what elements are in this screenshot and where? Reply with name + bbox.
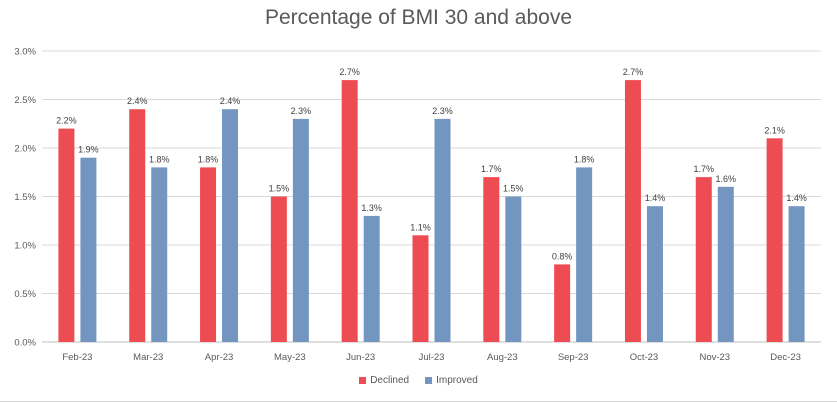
data-label: 2.3%: [291, 106, 312, 116]
bar-improved: [292, 118, 309, 343]
data-label: 2.2%: [56, 116, 77, 126]
data-label: 1.5%: [269, 184, 290, 194]
bar-improved: [788, 206, 805, 342]
y-tick-label: 3.0%: [14, 47, 36, 58]
x-tick-label: Jun-23: [346, 352, 375, 363]
y-tick-label: 1.5%: [14, 192, 36, 203]
data-label: 1.7%: [694, 164, 715, 174]
data-label: 1.1%: [410, 222, 431, 232]
bar-declined: [695, 177, 712, 342]
data-label: 1.6%: [716, 174, 737, 184]
data-label: 1.5%: [503, 184, 524, 194]
bar-declined: [341, 80, 358, 342]
bar-improved: [80, 157, 97, 342]
bar-improved: [717, 186, 734, 342]
data-label: 2.4%: [127, 96, 148, 106]
data-label: 2.7%: [339, 67, 360, 77]
data-label: 0.8%: [552, 251, 573, 261]
data-label: 2.3%: [432, 106, 453, 116]
bar-improved: [576, 167, 593, 342]
x-tick-label: Oct-23: [630, 352, 659, 363]
data-label: 1.3%: [361, 203, 382, 213]
bar-improved: [363, 215, 380, 342]
chart-title: Percentage of BMI 30 and above: [264, 6, 573, 29]
bar-declined: [766, 138, 783, 342]
legend: Declined Improved: [0, 375, 837, 386]
data-label: 1.7%: [481, 164, 502, 174]
data-label: 1.8%: [149, 154, 170, 164]
x-tick-label: Jul-23: [419, 352, 445, 363]
data-label: 1.9%: [78, 145, 99, 155]
bar-declined: [129, 109, 146, 342]
bar-improved: [434, 118, 451, 343]
y-tick-label: 0.0%: [14, 338, 36, 349]
x-tick-label: May-23: [274, 352, 306, 363]
data-label: 2.7%: [623, 67, 644, 77]
bar-declined: [270, 196, 287, 342]
x-tick-label: Mar-23: [133, 352, 163, 363]
bar-declined: [483, 177, 500, 342]
y-tick-label: 0.5%: [14, 289, 36, 300]
legend-item-improved: Improved: [425, 375, 478, 386]
bar-declined: [624, 80, 641, 342]
legend-swatch-declined: [359, 377, 367, 384]
bar-improved: [151, 167, 168, 342]
legend-item-declined: Declined: [359, 375, 409, 386]
bar-improved: [505, 196, 522, 342]
bar-declined: [200, 167, 217, 342]
data-label: 2.4%: [220, 96, 241, 106]
data-label: 2.1%: [764, 125, 785, 135]
bar-declined: [412, 235, 429, 342]
x-tick-label: Aug-23: [487, 352, 518, 363]
data-label: 1.8%: [198, 154, 219, 164]
x-tick-label: Nov-23: [699, 352, 730, 363]
data-label: 1.4%: [645, 193, 666, 203]
bar-declined: [58, 128, 75, 342]
bar-improved: [646, 206, 663, 342]
data-label: 1.8%: [574, 154, 595, 164]
legend-label-improved: Improved: [436, 375, 478, 386]
data-label: 1.4%: [786, 193, 807, 203]
bar-declined: [554, 264, 571, 342]
y-tick-label: 2.0%: [14, 144, 36, 155]
legend-label-declined: Declined: [370, 375, 410, 386]
y-tick-label: 2.5%: [14, 95, 36, 106]
x-tick-label: Sep-23: [558, 352, 589, 363]
bar-improved: [222, 109, 239, 342]
legend-swatch-improved: [425, 377, 433, 384]
y-tick-label: 1.0%: [14, 241, 36, 252]
x-tick-label: Apr-23: [205, 352, 234, 363]
x-tick-label: Dec-23: [770, 352, 801, 363]
x-tick-label: Feb-23: [62, 352, 92, 363]
